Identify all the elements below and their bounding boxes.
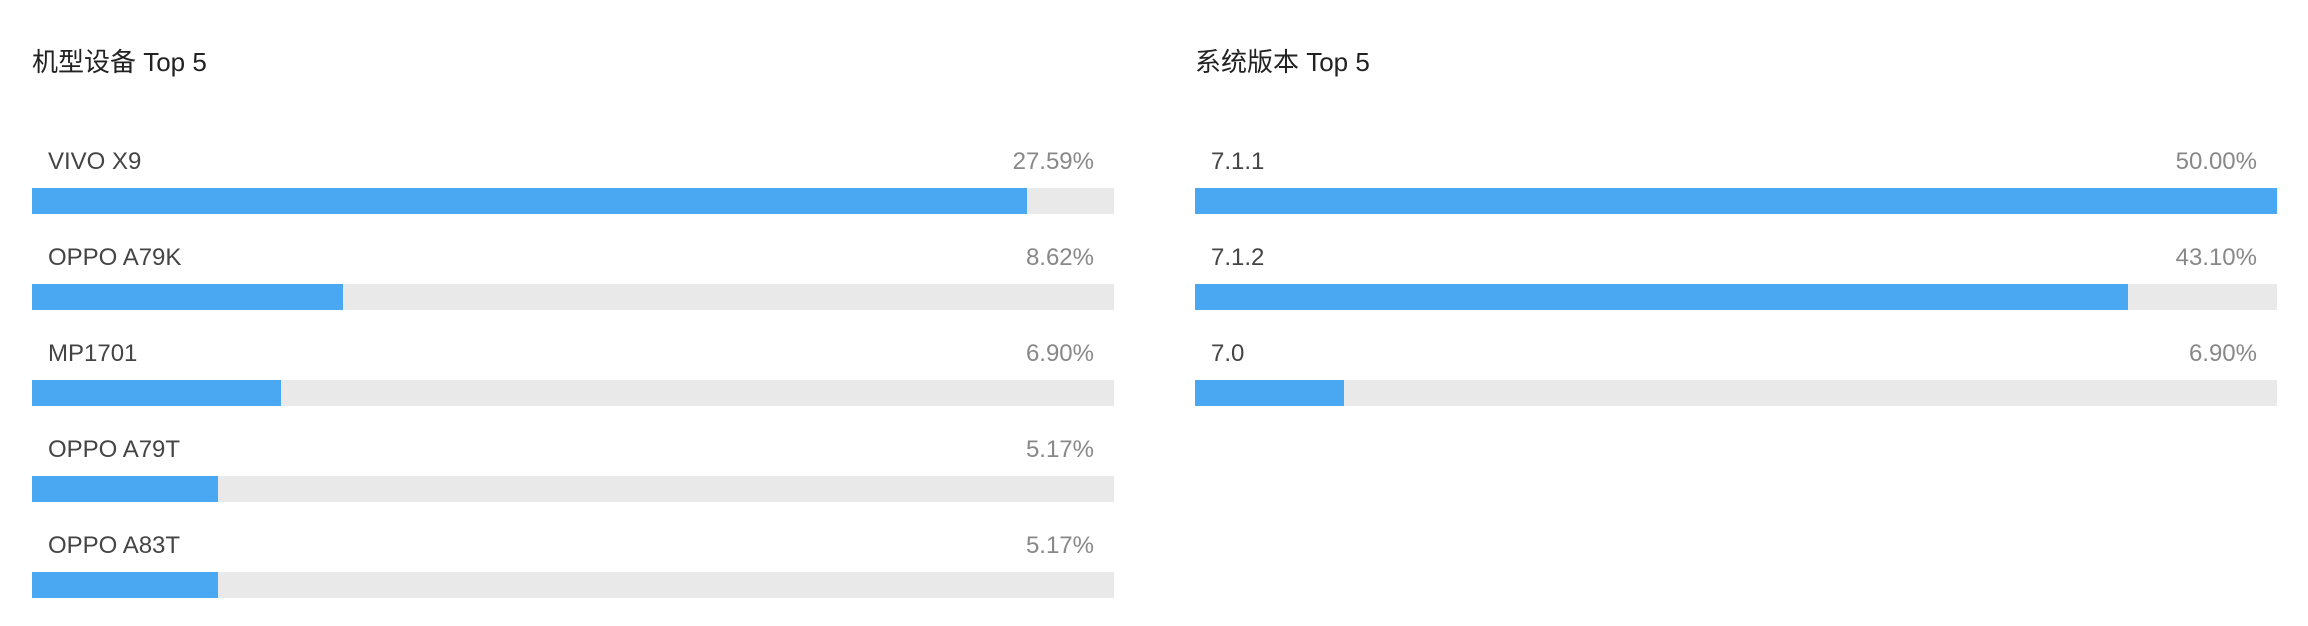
bar-value-label: 6.90% [2189, 337, 2257, 371]
bar-fill [1195, 380, 1344, 406]
bar-value-label: 6.90% [1026, 337, 1094, 371]
chart-title: 系统版本 Top 5 [1195, 44, 1370, 80]
bar-fill [1195, 188, 2277, 214]
bar-row: OPPO A79K 8.62% [32, 241, 1114, 337]
bar-label: OPPO A79K [48, 241, 181, 275]
bar-fill [32, 380, 281, 406]
bar-fill [32, 188, 1027, 214]
bar-track [1195, 284, 2277, 310]
bar-row: VIVO X9 27.59% [32, 145, 1114, 241]
bar-list: VIVO X9 27.59% OPPO A79K 8.62% MP1701 6.90% OP… [32, 145, 1114, 625]
bar-value-label: 8.62% [1026, 241, 1094, 275]
bar-label: OPPO A83T [48, 529, 180, 563]
bar-label: VIVO X9 [48, 145, 141, 179]
bar-label: OPPO A79T [48, 433, 180, 467]
bar-fill [1195, 284, 2128, 310]
bar-track [32, 284, 1114, 310]
bar-row: OPPO A79T 5.17% [32, 433, 1114, 529]
bar-fill [32, 284, 343, 310]
bar-label: 7.1.2 [1211, 241, 1264, 275]
bar-value-label: 5.17% [1026, 529, 1094, 563]
bar-row: 7.1.2 43.10% [1195, 241, 2277, 337]
bar-track [32, 188, 1114, 214]
bar-fill [32, 476, 218, 502]
bar-value-label: 5.17% [1026, 433, 1094, 467]
device-model-chart: 机型设备 Top 5 VIVO X9 27.59% OPPO A79K 8.62% MP… [32, 0, 1114, 626]
bar-row: MP1701 6.90% [32, 337, 1114, 433]
bar-value-label: 50.00% [2176, 145, 2257, 179]
bar-label: 7.0 [1211, 337, 1244, 371]
bar-track [1195, 188, 2277, 214]
bar-value-label: 27.59% [1013, 145, 1094, 179]
bar-row: OPPO A83T 5.17% [32, 529, 1114, 625]
bar-track [32, 380, 1114, 406]
bar-track [1195, 380, 2277, 406]
bar-row: 7.1.1 50.00% [1195, 145, 2277, 241]
bar-list: 7.1.1 50.00% 7.1.2 43.10% 7.0 6.90% [1195, 145, 2277, 433]
bar-fill [32, 572, 218, 598]
bar-track [32, 572, 1114, 598]
chart-title: 机型设备 Top 5 [32, 44, 207, 80]
bar-label: 7.1.1 [1211, 145, 1264, 179]
bar-label: MP1701 [48, 337, 137, 371]
bar-track [32, 476, 1114, 502]
os-version-chart: 系统版本 Top 5 7.1.1 50.00% 7.1.2 43.10% 7.0 6.90… [1195, 0, 2277, 626]
bar-value-label: 43.10% [2176, 241, 2257, 275]
bar-row: 7.0 6.90% [1195, 337, 2277, 433]
